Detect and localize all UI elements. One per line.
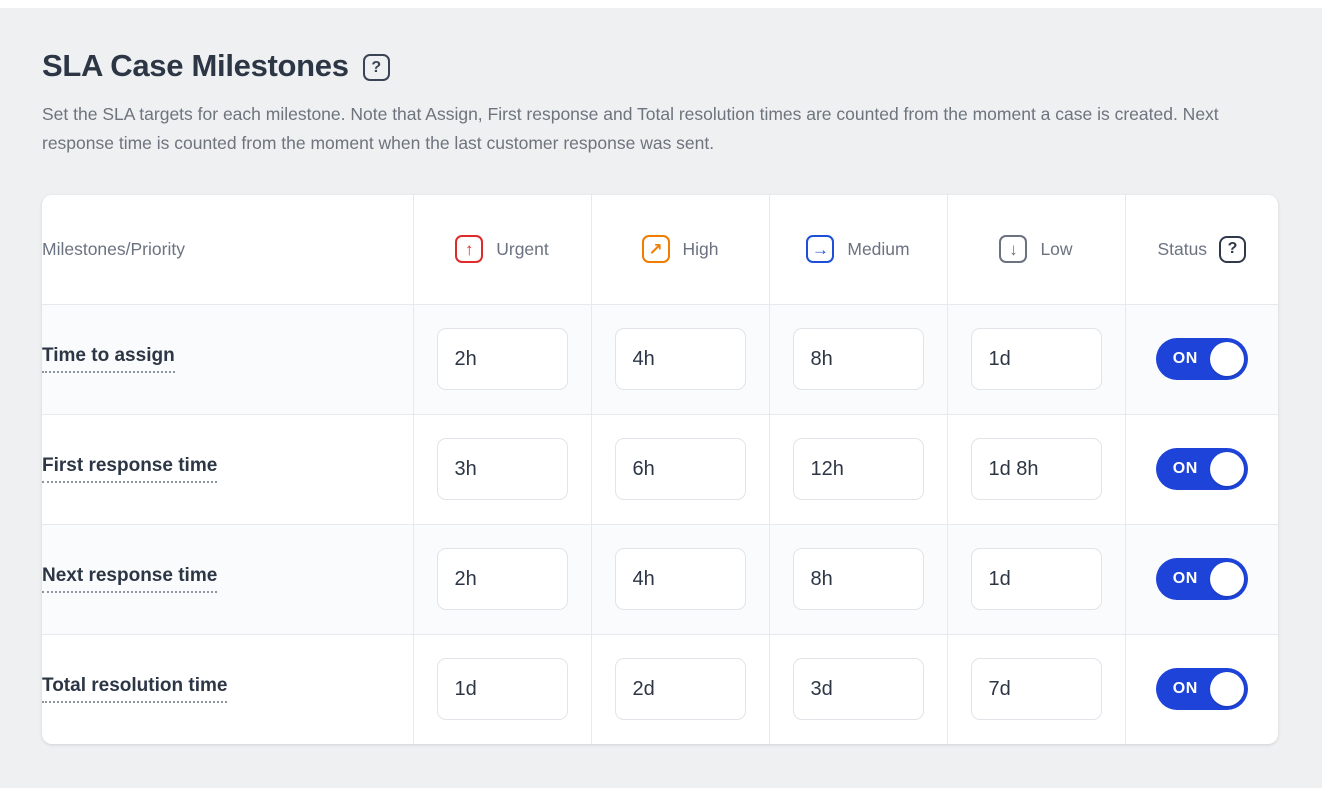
table-header-row: Milestones/Priority ↑ Urgent ↗ High <box>42 195 1278 304</box>
page-description: Set the SLA targets for each milestone. … <box>42 104 1219 153</box>
high-column-header: ↗ High <box>590 195 769 304</box>
table-row-first-response-time: First response time ON <box>42 413 1278 524</box>
milestone-label-total-resolution-time[interactable]: Total resolution time <box>42 675 228 704</box>
arrow-down-icon: ↓ <box>999 235 1028 264</box>
toggle-knob <box>1209 562 1244 596</box>
toggle-knob <box>1209 452 1244 486</box>
next-response-status-toggle[interactable]: ON <box>1155 558 1248 600</box>
status-help-icon[interactable]: ? <box>1219 235 1247 263</box>
arrow-right-icon: → <box>806 235 835 264</box>
milestone-label-first-response-time[interactable]: First response time <box>42 455 218 483</box>
total-resolution-urgent-input[interactable] <box>436 658 568 721</box>
time-to-assign-low-input[interactable] <box>970 328 1102 390</box>
title-help-icon[interactable]: ? <box>362 54 390 81</box>
toggle-on-label: ON <box>1172 460 1198 477</box>
toggle-knob <box>1209 342 1244 376</box>
next-response-high-input[interactable] <box>614 548 746 610</box>
sla-settings-page: SLA Case Milestones ? Set the SLA target… <box>0 8 1322 744</box>
sla-milestones-table: Milestones/Priority ↑ Urgent ↗ High <box>42 195 1278 744</box>
arrow-up-right-icon: ↗ <box>641 235 670 264</box>
time-to-assign-status-toggle[interactable]: ON <box>1155 338 1248 380</box>
first-response-medium-input[interactable] <box>792 438 924 500</box>
first-response-high-input[interactable] <box>614 438 746 500</box>
table-row-time-to-assign: Time to assign ON <box>42 303 1278 414</box>
next-response-medium-input[interactable] <box>792 548 924 610</box>
status-column-header: Status ? <box>1124 195 1278 304</box>
total-resolution-low-input[interactable] <box>970 658 1102 721</box>
low-column-header: ↓ Low <box>946 195 1125 304</box>
toggle-knob <box>1209 672 1244 707</box>
urgent-column-header: ↑ Urgent <box>412 195 591 304</box>
page-top-strip <box>0 0 1322 8</box>
time-to-assign-high-input[interactable] <box>614 328 746 390</box>
total-resolution-status-toggle[interactable]: ON <box>1155 668 1248 711</box>
page-header: SLA Case Milestones ? <box>42 48 1280 84</box>
arrow-up-icon: ↑ <box>455 235 484 264</box>
total-resolution-medium-input[interactable] <box>792 658 924 721</box>
milestone-label-time-to-assign[interactable]: Time to assign <box>42 345 175 373</box>
next-response-low-input[interactable] <box>970 548 1102 610</box>
page-title: SLA Case Milestones <box>42 48 349 83</box>
first-response-urgent-input[interactable] <box>436 438 568 500</box>
status-label: Status <box>1157 238 1208 259</box>
toggle-on-label: ON <box>1172 570 1198 587</box>
first-response-low-input[interactable] <box>970 438 1102 500</box>
time-to-assign-urgent-input[interactable] <box>436 328 568 390</box>
urgent-label: Urgent <box>496 238 549 259</box>
total-resolution-high-input[interactable] <box>614 658 746 721</box>
toggle-on-label: ON <box>1172 350 1198 367</box>
milestones-priority-header: Milestones/Priority <box>42 238 185 259</box>
milestone-label-next-response-time[interactable]: Next response time <box>42 565 218 593</box>
table-row-total-resolution-time: Total resolution time ON <box>42 633 1278 744</box>
next-response-urgent-input[interactable] <box>436 548 568 610</box>
high-label: High <box>682 238 719 259</box>
toggle-on-label: ON <box>1172 680 1198 698</box>
medium-label: Medium <box>847 238 910 259</box>
low-label: Low <box>1040 238 1073 259</box>
first-response-status-toggle[interactable]: ON <box>1155 448 1248 490</box>
time-to-assign-medium-input[interactable] <box>792 328 924 390</box>
sla-milestones-card: Milestones/Priority ↑ Urgent ↗ High <box>42 195 1278 744</box>
table-row-next-response-time: Next response time ON <box>42 523 1278 634</box>
medium-column-header: → Medium <box>768 195 947 304</box>
